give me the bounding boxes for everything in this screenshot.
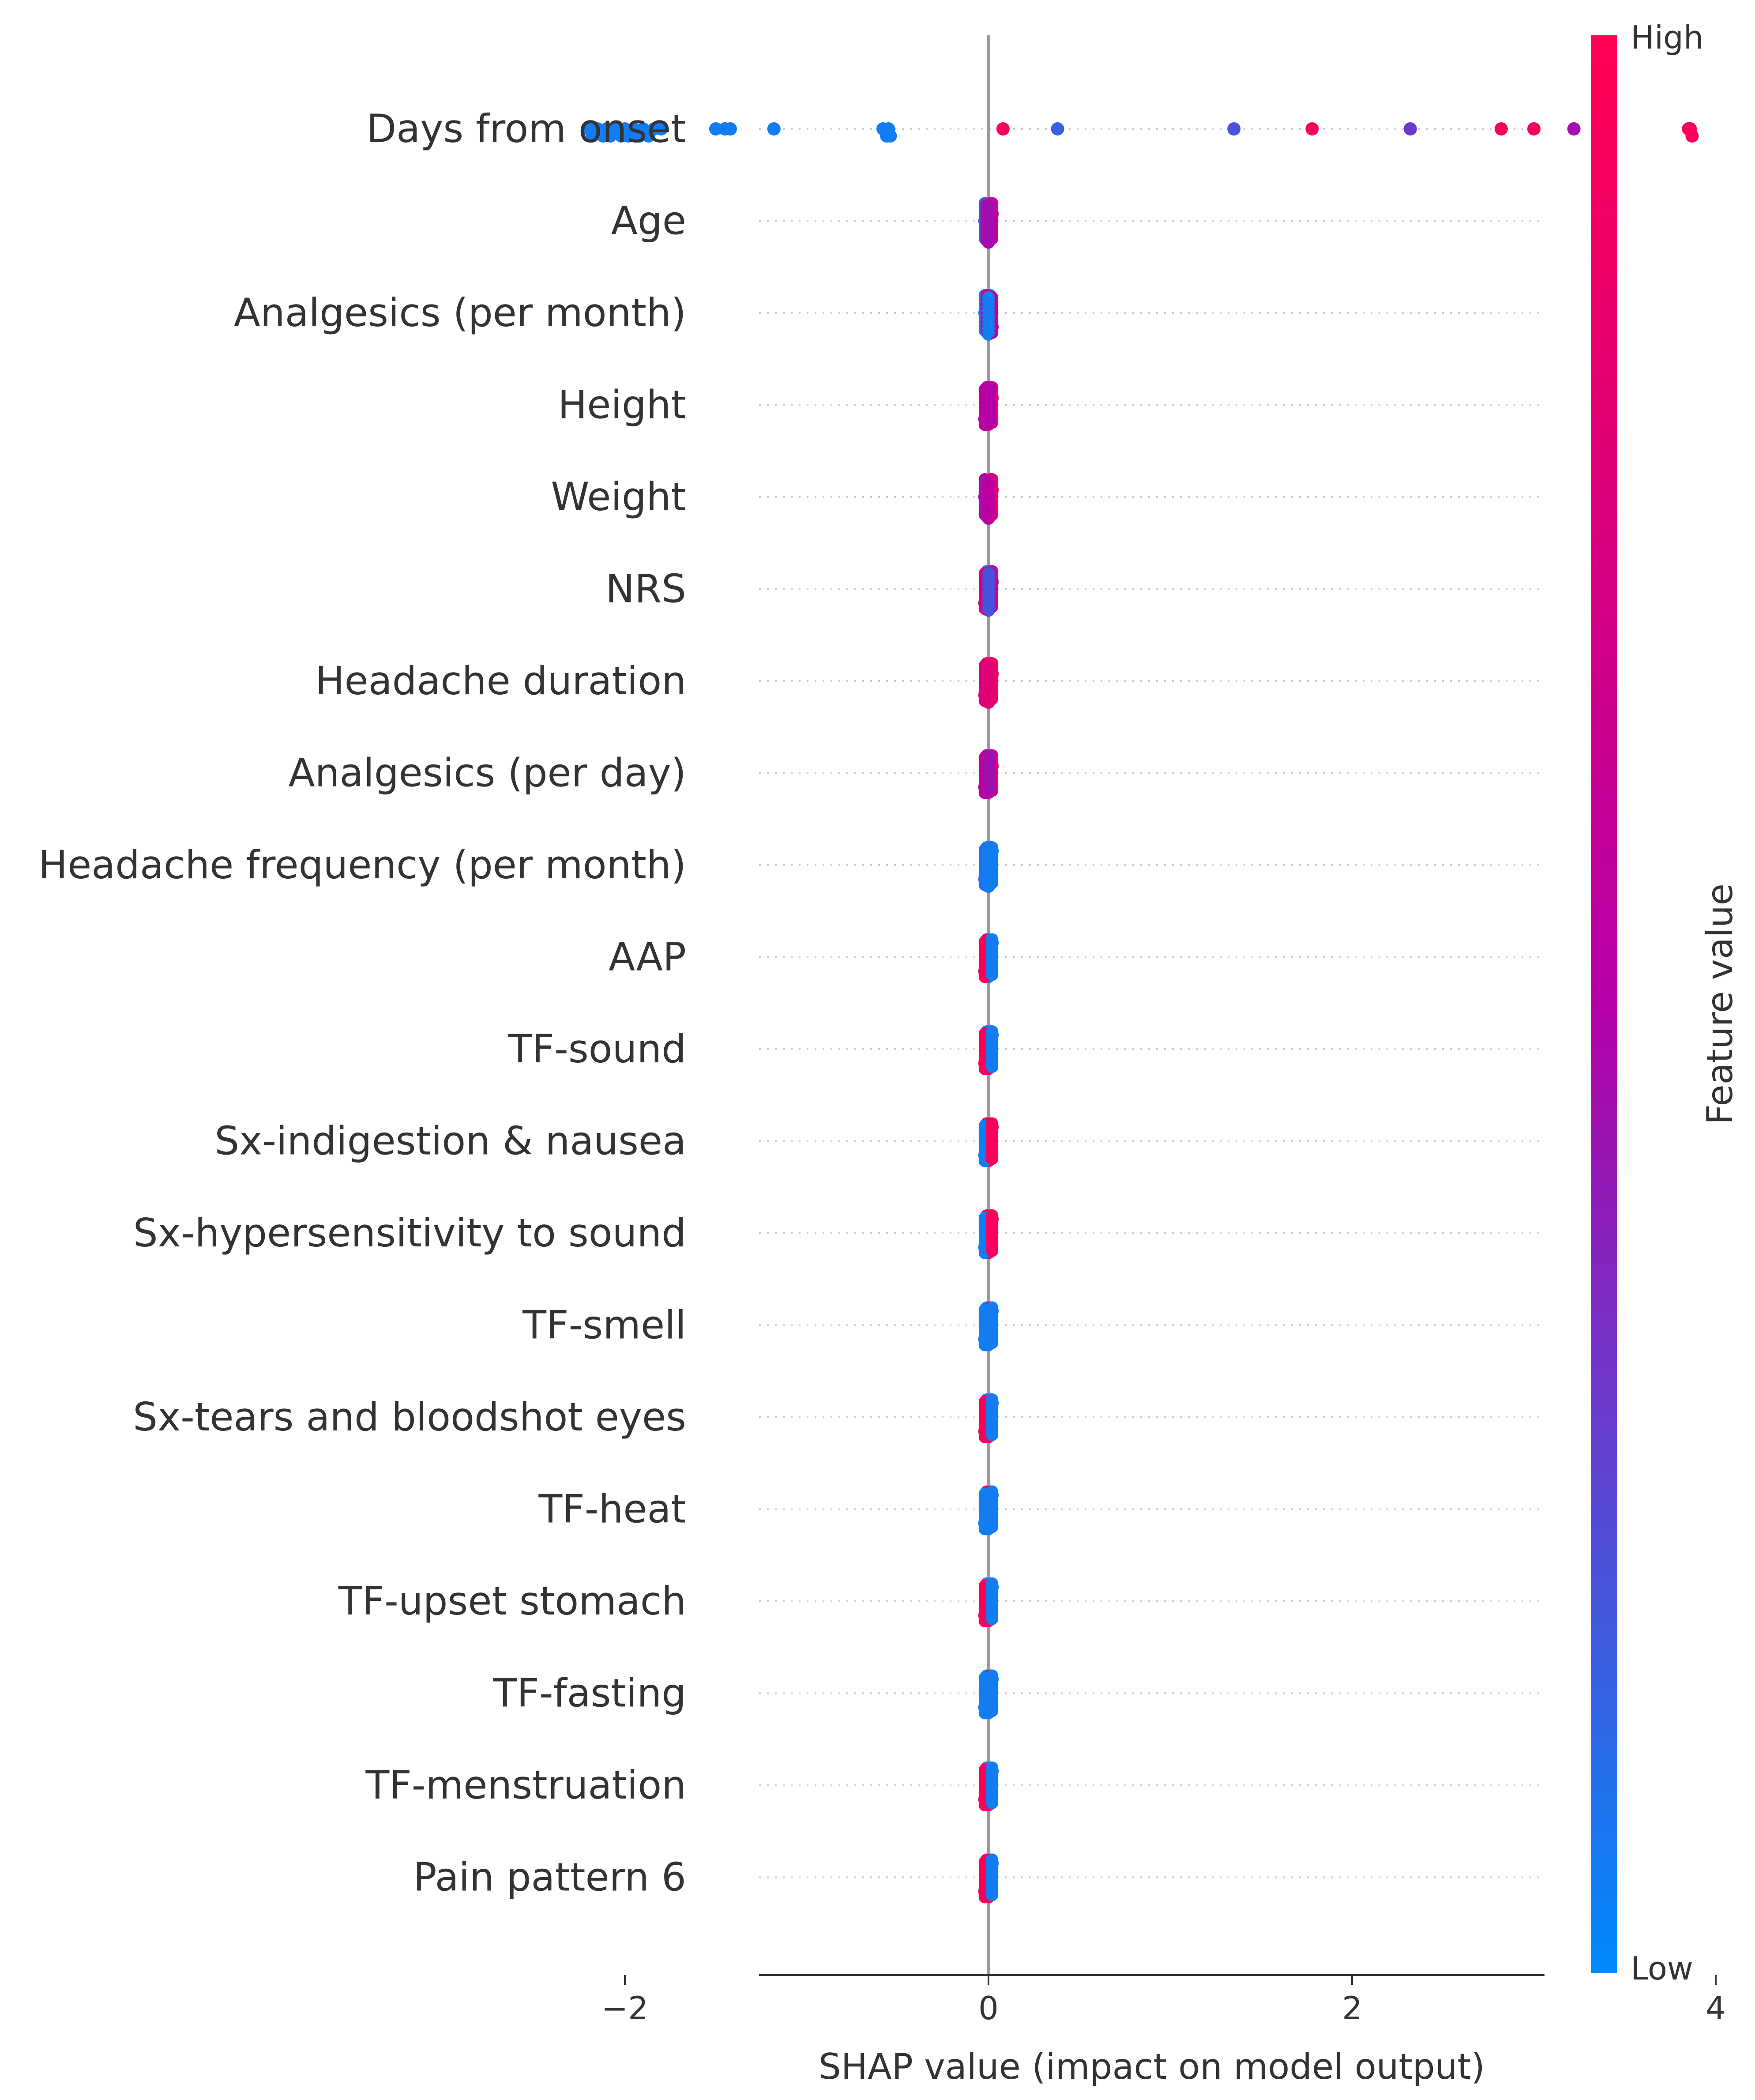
shap-point <box>986 1889 999 1901</box>
colorbar-low-label: Low <box>1631 1950 1693 1987</box>
colorbar-title: Feature value <box>1699 884 1740 1125</box>
x-tick-label: 2 <box>1342 1990 1362 2027</box>
shap-point <box>984 784 997 797</box>
shap-point <box>723 122 737 135</box>
feature-label: NRS <box>605 566 686 612</box>
shap-point <box>654 122 668 135</box>
feature-label: Height <box>558 382 686 428</box>
shap-point <box>986 1152 999 1165</box>
shap-point <box>1567 122 1581 135</box>
shap-point <box>986 1797 999 1809</box>
shap-point <box>982 511 995 523</box>
shap-point <box>986 1520 999 1533</box>
shap-point <box>982 602 995 615</box>
feature-label: Headache frequency (per month) <box>38 842 686 888</box>
shap-point <box>982 695 995 707</box>
feature-label: TF-heat <box>538 1487 686 1532</box>
feature-gridlines <box>759 128 1545 1878</box>
shap-point <box>1227 122 1241 135</box>
shap-point <box>709 122 722 135</box>
x-axis-title: SHAP value (impact on model output) <box>819 2046 1485 2087</box>
feature-label: Weight <box>551 474 686 519</box>
shap-point <box>986 1245 999 1257</box>
shap-point <box>984 416 997 429</box>
feature-label: Sx-tears and bloodshot eyes <box>133 1394 686 1440</box>
shap-point <box>996 122 1010 135</box>
colorbar-high-label: High <box>1631 19 1703 56</box>
shap-point <box>1494 122 1508 135</box>
feature-label: Pain pattern 6 <box>413 1855 686 1900</box>
shap-point <box>1685 129 1699 143</box>
feature-label: TF-sound <box>508 1026 686 1072</box>
feature-label: Age <box>611 198 686 244</box>
shap-point <box>986 1336 999 1349</box>
feature-label: Sx-hypersensitivity to sound <box>133 1210 686 1256</box>
shap-point <box>1305 122 1319 135</box>
feature-label: TF-smell <box>522 1302 686 1348</box>
feature-label: Days from onset <box>367 106 686 151</box>
feature-label: Sx-indigestion & nausea <box>214 1118 686 1164</box>
shap-point <box>986 1613 999 1625</box>
shap-point <box>1527 122 1541 135</box>
feature-label: Analgesics (per month) <box>234 290 686 335</box>
shap-point <box>982 234 995 247</box>
x-axis: −20246 <box>601 1974 1726 2027</box>
feature-label: TF-fasting <box>493 1671 686 1716</box>
shap-point <box>986 1705 999 1717</box>
shap-point <box>1403 122 1417 135</box>
x-tick-label: −2 <box>601 1990 648 2027</box>
shap-point <box>883 129 897 143</box>
feature-label: TF-menstruation <box>365 1762 686 1808</box>
shap-point <box>1051 122 1064 135</box>
shap-point <box>986 1429 999 1441</box>
x-tick-label: 0 <box>978 1990 999 2027</box>
feature-label: Headache duration <box>315 658 686 704</box>
shap-point <box>986 1061 999 1073</box>
shap-points <box>582 122 1699 1904</box>
shap-point <box>767 122 781 135</box>
shap-point <box>986 968 999 981</box>
colorbar: High Low Feature value <box>1591 19 1740 1987</box>
feature-label: TF-upset stomach <box>338 1578 686 1624</box>
x-tick-label: 4 <box>1706 1990 1726 2027</box>
feature-labels: Days from onset Age Analgesics (per month)… <box>38 106 686 1900</box>
feature-label: AAP <box>609 934 686 980</box>
colorbar-gradient <box>1591 35 1617 1973</box>
shap-point <box>982 879 995 891</box>
feature-label: Analgesics (per day) <box>288 750 686 796</box>
shap-point <box>982 327 995 339</box>
